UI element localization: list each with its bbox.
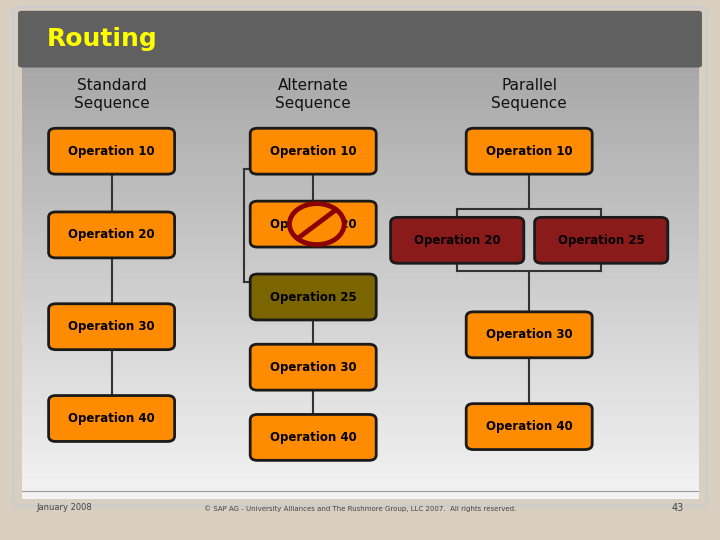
Text: Operation 40: Operation 40 bbox=[68, 412, 155, 425]
Text: Operation 20: Operation 20 bbox=[68, 228, 155, 241]
Text: Alternate
Sequence: Alternate Sequence bbox=[275, 78, 351, 111]
FancyBboxPatch shape bbox=[251, 345, 376, 390]
FancyBboxPatch shape bbox=[467, 312, 593, 357]
FancyBboxPatch shape bbox=[251, 128, 376, 174]
Text: Operation 20: Operation 20 bbox=[414, 234, 500, 247]
FancyBboxPatch shape bbox=[49, 303, 174, 350]
FancyBboxPatch shape bbox=[467, 128, 593, 174]
Text: Operation 40: Operation 40 bbox=[486, 420, 572, 433]
FancyBboxPatch shape bbox=[49, 212, 174, 258]
Text: Operation 30: Operation 30 bbox=[68, 320, 155, 333]
Text: Operation 30: Operation 30 bbox=[486, 328, 572, 341]
Text: Operation 30: Operation 30 bbox=[270, 361, 356, 374]
FancyBboxPatch shape bbox=[49, 128, 174, 174]
Text: January 2008: January 2008 bbox=[36, 503, 91, 512]
Text: Standard
Sequence: Standard Sequence bbox=[73, 78, 150, 111]
Text: 43: 43 bbox=[672, 503, 684, 512]
Text: Operation 40: Operation 40 bbox=[270, 431, 356, 444]
FancyBboxPatch shape bbox=[251, 201, 376, 247]
Text: Operation 25: Operation 25 bbox=[558, 234, 644, 247]
Text: Operation 20: Operation 20 bbox=[270, 218, 356, 231]
Text: © SAP AG - University Alliances and The Rushmore Group, LLC 2007.  All rights re: © SAP AG - University Alliances and The … bbox=[204, 505, 516, 512]
Text: Operation 10: Operation 10 bbox=[486, 145, 572, 158]
Text: Routing: Routing bbox=[47, 27, 158, 51]
Text: Operation 25: Operation 25 bbox=[270, 291, 356, 303]
FancyBboxPatch shape bbox=[467, 404, 593, 449]
FancyBboxPatch shape bbox=[251, 415, 376, 460]
Circle shape bbox=[289, 204, 344, 245]
FancyBboxPatch shape bbox=[49, 395, 174, 442]
FancyBboxPatch shape bbox=[390, 217, 524, 263]
Text: Parallel
Sequence: Parallel Sequence bbox=[491, 78, 567, 111]
FancyBboxPatch shape bbox=[251, 274, 376, 320]
FancyBboxPatch shape bbox=[18, 11, 702, 68]
Text: Operation 10: Operation 10 bbox=[68, 145, 155, 158]
FancyBboxPatch shape bbox=[534, 217, 668, 263]
Text: Operation 10: Operation 10 bbox=[270, 145, 356, 158]
